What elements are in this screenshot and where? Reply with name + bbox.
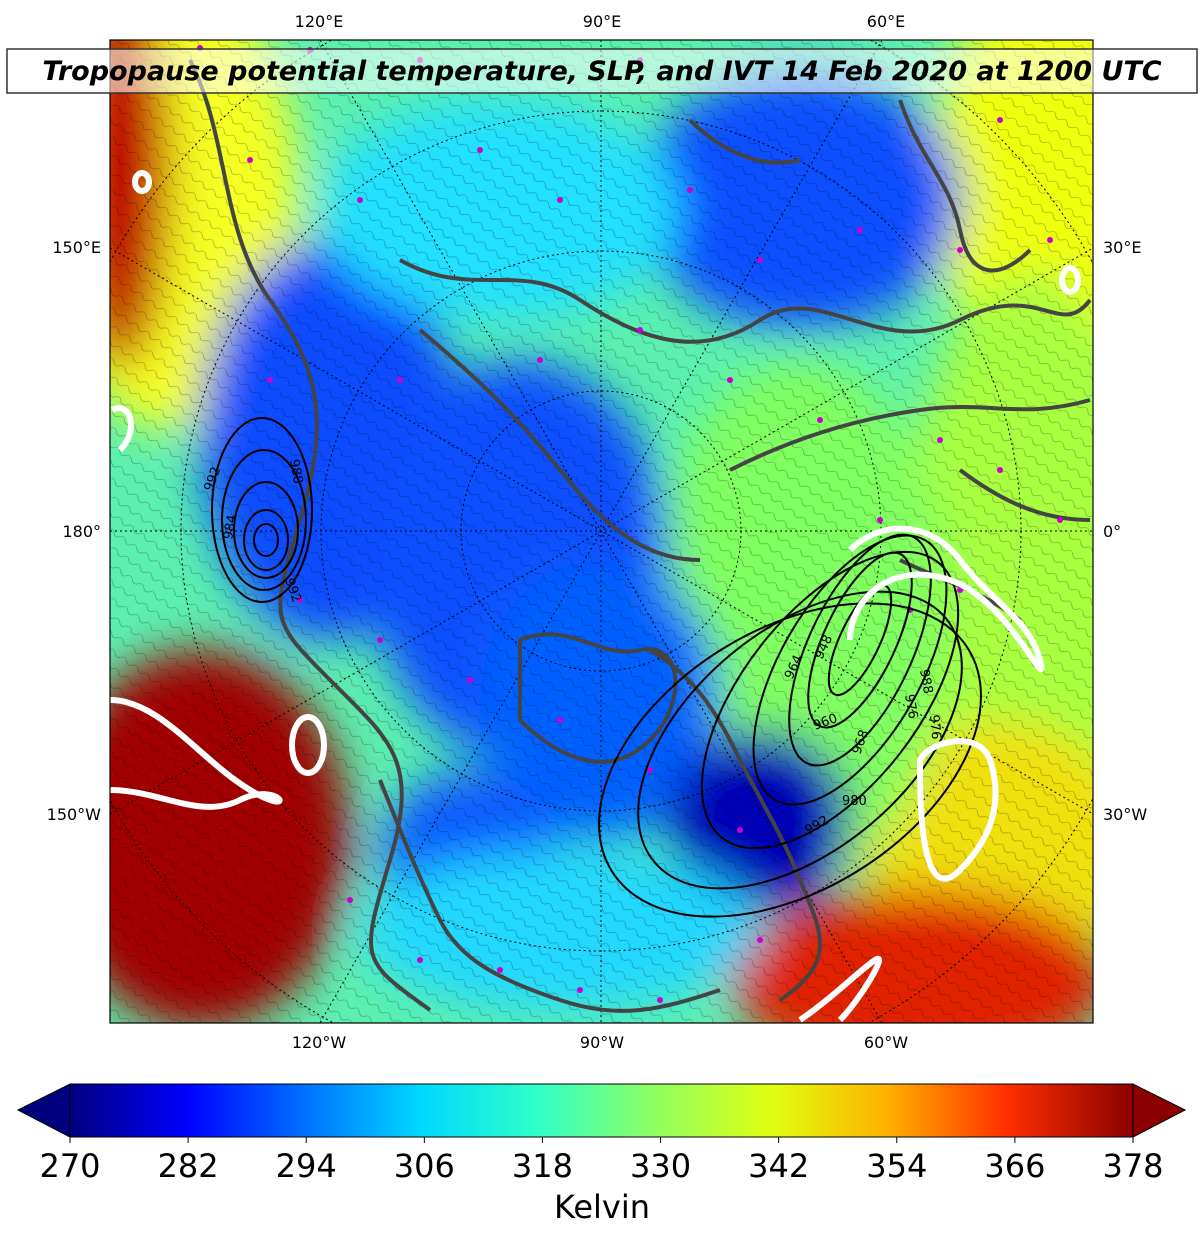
bottom-axis-labels: 120°W 90°W 60°W [292, 1033, 908, 1052]
axis-label: 150°E [52, 238, 101, 257]
colorbar-extend-left [16, 1083, 71, 1138]
slp-label: 988 [916, 668, 935, 695]
slp-label: 976 [901, 693, 920, 720]
map-frame [109, 39, 1094, 1024]
slp-label: 980 [842, 794, 867, 809]
axis-label: 90°W [580, 1033, 624, 1052]
slp-label: 988 [286, 458, 305, 485]
axis-label: 120°E [295, 12, 344, 31]
colorbar: 270 282 294 306 318 330 342 354 366 378 Kelvin [16, 1083, 1187, 1226]
slp-low-pacific [211, 417, 313, 603]
colorbar-tick-label: 354 [866, 1147, 927, 1185]
slp-label: 984 [221, 514, 240, 541]
colorbar-tick-label: 366 [984, 1147, 1045, 1185]
left-axis-labels: 150°E 180° 150°W [47, 238, 102, 824]
axis-label: 60°E [867, 12, 905, 31]
axis-label: 30°W [1103, 805, 1147, 824]
colorbar-label: Kelvin [554, 1188, 650, 1226]
ivt-contours [110, 170, 1081, 1023]
colorbar-tick-label: 306 [394, 1147, 455, 1185]
axis-label: 150°W [47, 805, 102, 824]
axis-label: 120°W [292, 1033, 347, 1052]
top-axis-labels: 120°E 90°E 60°E [295, 12, 906, 31]
coastlines [188, 59, 1092, 1013]
map-panel: 992 988 984 992 976 960 968 980 992 988 … [6, 12, 1198, 1052]
colorbar-extend-right [1132, 1083, 1187, 1138]
axis-label: 180° [62, 522, 101, 541]
slp-labels: 992 988 984 992 976 960 968 980 992 988 … [202, 458, 943, 838]
colorbar-tick-label: 270 [39, 1147, 100, 1185]
colorbar-tick-label: 330 [630, 1147, 691, 1185]
colorbar-tick-label: 342 [748, 1147, 809, 1185]
axis-label: 30°E [1103, 238, 1141, 257]
title-box: Tropopause potential temperature, SLP, a… [6, 48, 1198, 94]
right-axis-labels: 30°E 0° 30°W [1103, 238, 1147, 824]
page-title: Tropopause potential temperature, SLP, a… [42, 56, 1161, 87]
colorbar-tick-label: 294 [276, 1147, 337, 1185]
colorbar-tick-label: 378 [1102, 1147, 1163, 1185]
axis-label: 0° [1103, 522, 1121, 541]
axis-label: 90°E [583, 12, 621, 31]
colorbar-tick-label: 282 [158, 1147, 219, 1185]
colorbar-ticks: 270 282 294 306 318 330 342 354 366 378 [39, 1137, 1164, 1185]
colorbar-bar [69, 1083, 1134, 1138]
slp-label: 976 [926, 714, 943, 740]
axis-label: 60°W [864, 1033, 908, 1052]
colorbar-tick-label: 318 [512, 1147, 573, 1185]
